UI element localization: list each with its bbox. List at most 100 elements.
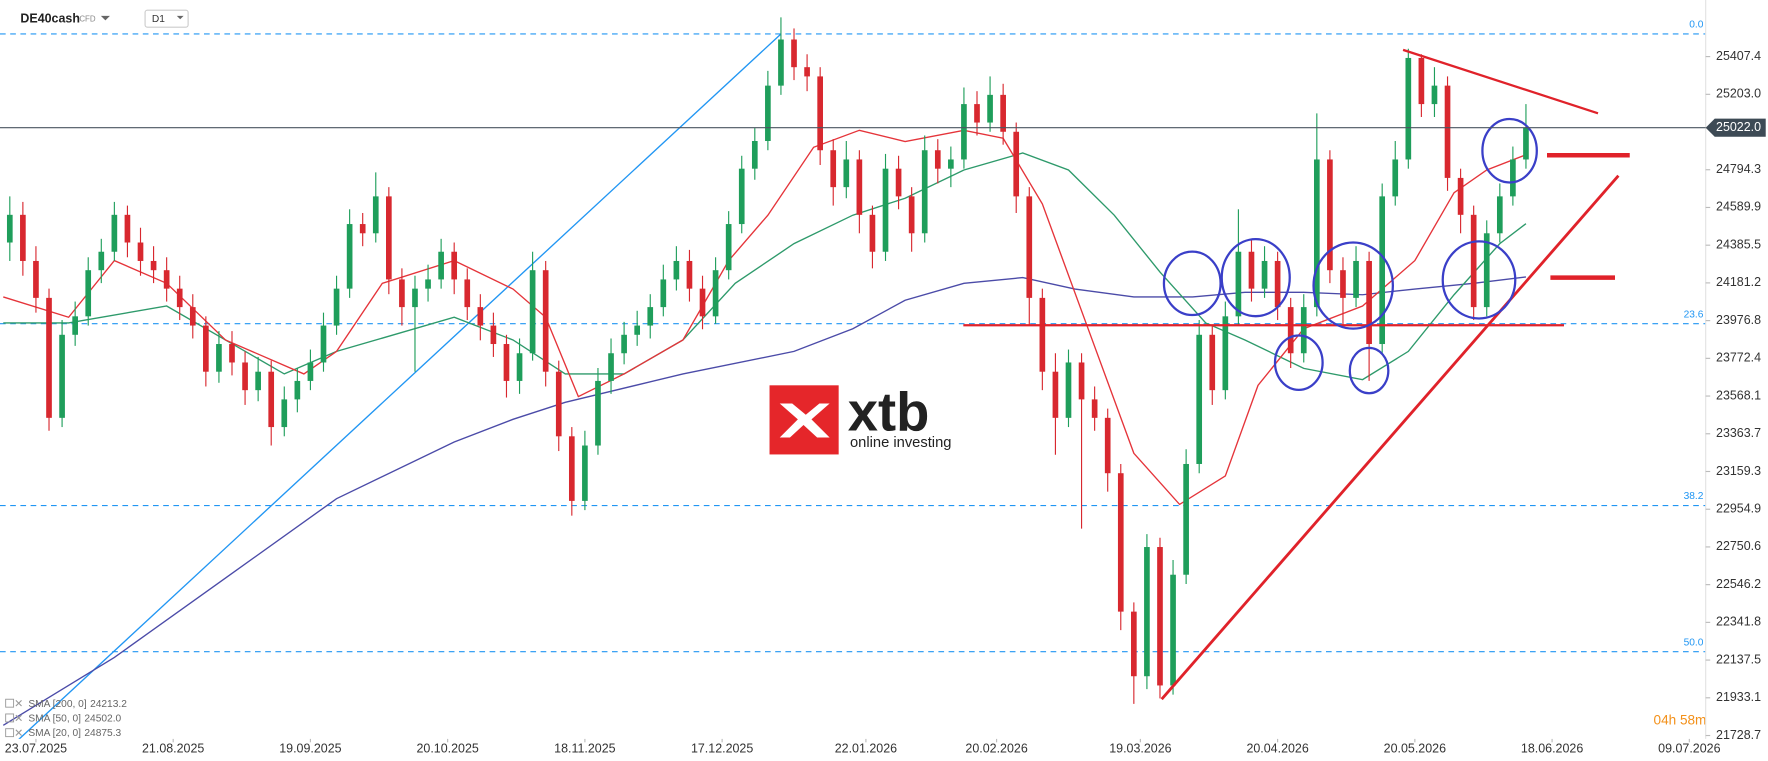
- candle-body: [1117, 473, 1124, 612]
- candle-body: [895, 168, 902, 197]
- candle-body: [242, 362, 248, 391]
- candle-body: [294, 380, 301, 400]
- candle-body: [1196, 334, 1203, 464]
- logo-name: xtb: [848, 381, 930, 442]
- trend-line: [1160, 174, 1620, 701]
- legend-icon: [5, 713, 15, 723]
- candle-body: [372, 196, 379, 234]
- candle-body: [1078, 362, 1085, 400]
- candle-body: [555, 371, 562, 437]
- candle-body: [346, 224, 353, 289]
- candle-body: [856, 159, 863, 215]
- x-tick-label: 21.08.2025: [142, 741, 204, 755]
- candle-body: [542, 270, 549, 372]
- candle-body: [1170, 574, 1176, 686]
- candle-body: [621, 334, 627, 354]
- candle-body: [1248, 251, 1255, 289]
- candle-body: [1327, 159, 1333, 271]
- x-tick-label: 20.02.2026: [965, 741, 1027, 755]
- candle-body: [98, 251, 105, 271]
- candle-timer: 04h 58m: [1654, 712, 1707, 727]
- candle-body: [59, 334, 65, 418]
- candle-body: [1157, 547, 1163, 686]
- legend-icon: [5, 698, 15, 708]
- legend-entry: SMA [50, 0] 24502.0: [28, 713, 121, 724]
- candle-body: [1209, 334, 1216, 391]
- candle-body: [869, 214, 876, 252]
- candle-body: [1000, 94, 1006, 132]
- legend-name: SMA [20, 0]: [28, 728, 81, 739]
- x-tick-label: 23.07.2025: [5, 741, 67, 755]
- timeframe-box[interactable]: [144, 9, 189, 28]
- y-tick-label: 24589.9: [1716, 200, 1761, 214]
- candle-body: [85, 270, 92, 317]
- x-tick-label: 19.09.2025: [279, 741, 341, 755]
- candle-body: [451, 251, 458, 280]
- y-tick-label: 25407.4: [1716, 49, 1761, 63]
- candle-body: [660, 279, 667, 308]
- timeframe[interactable]: D1: [152, 14, 165, 25]
- candle-body: [1274, 260, 1281, 308]
- candle-body: [1183, 463, 1189, 575]
- y-tick-label: 23363.7: [1716, 426, 1761, 440]
- candle-body: [1287, 307, 1294, 354]
- candle-body: [150, 260, 157, 271]
- candle-body: [987, 94, 993, 123]
- candle-body: [961, 104, 967, 160]
- y-tick-label: 23568.1: [1716, 388, 1761, 402]
- last-price-label: 25022.0: [1716, 120, 1761, 134]
- fib-line: [18, 33, 782, 739]
- legend-value: 24875.3: [84, 728, 121, 739]
- plot-area: [0, 17, 1706, 739]
- candle-body: [843, 159, 850, 188]
- logo: xtb online investing: [769, 381, 951, 455]
- x-tick-label: 17.12.2025: [691, 741, 753, 755]
- candle-body: [568, 436, 575, 501]
- candle-body: [307, 362, 314, 381]
- candle-body: [738, 168, 745, 225]
- y-tick-label: 22546.2: [1716, 577, 1761, 591]
- candle-body: [725, 224, 732, 271]
- timeframe-dropdown[interactable]: [176, 15, 184, 20]
- x-tick-label: 18.11.2025: [554, 741, 615, 755]
- legend-remove: [15, 729, 22, 736]
- candle-body: [163, 270, 170, 289]
- candle-body: [111, 214, 118, 252]
- candle-body: [908, 196, 915, 234]
- candle-body: [412, 288, 418, 308]
- y-tick-label: 21933.1: [1716, 690, 1761, 704]
- candle-body: [1431, 85, 1438, 105]
- candle-body: [882, 168, 889, 252]
- header: DE40cash CFD D1: [20, 9, 189, 28]
- candle-body: [333, 288, 340, 326]
- candle-body: [921, 150, 928, 234]
- candle-body: [830, 150, 837, 188]
- candle-body: [1039, 297, 1046, 372]
- y-tick-label: 24794.3: [1716, 162, 1761, 176]
- candle-body: [1313, 159, 1320, 308]
- candle-body: [778, 39, 784, 86]
- instrument-type: CFD: [79, 14, 96, 23]
- candle-body: [1353, 260, 1359, 298]
- candle-body: [1091, 399, 1098, 418]
- highlight-circle: [1348, 346, 1390, 395]
- candle-body: [673, 260, 680, 280]
- last-price-tag: [1705, 118, 1766, 137]
- candle-body: [634, 325, 641, 335]
- candle-body: [477, 307, 484, 326]
- y-tick-label: 22137.5: [1716, 652, 1761, 666]
- candle-body: [595, 380, 601, 446]
- symbol-dropdown[interactable]: [100, 15, 110, 21]
- highlight-circle: [1312, 241, 1394, 330]
- trend-line: [1402, 48, 1599, 115]
- x-tick-label: 20.10.2025: [416, 741, 478, 755]
- candle-body: [399, 279, 405, 308]
- candle-body: [1144, 547, 1150, 677]
- candle-body: [1026, 196, 1033, 298]
- symbol[interactable]: DE40cash: [20, 12, 80, 26]
- candle-body: [255, 371, 261, 391]
- candle-body: [791, 39, 797, 68]
- candle-body: [359, 224, 366, 234]
- legend-value: 24213.2: [90, 698, 127, 709]
